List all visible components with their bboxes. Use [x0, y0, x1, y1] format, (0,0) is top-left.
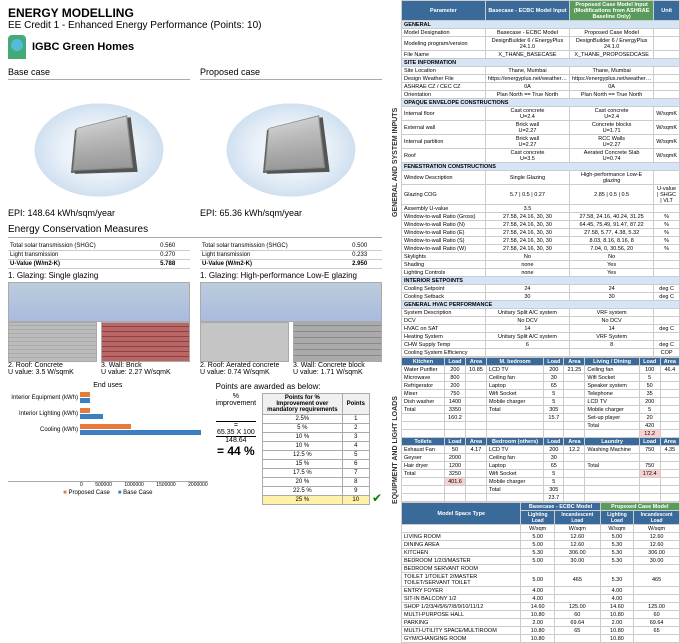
- base-glazing-table: Total solar transmission (SHGC)0.560 Lig…: [8, 242, 190, 269]
- prop-case-col: Proposed case EPI: 65.36 kWh/sqm/year: [200, 67, 382, 218]
- enduse-title: End uses: [8, 382, 208, 389]
- building-icon: [265, 115, 325, 171]
- building-icon: [73, 115, 133, 171]
- prop-glazing-table: Total solar transmission (SHGC)0.500 Lig…: [200, 242, 382, 269]
- prop-wall-u: U value: 1.71 W/sqmK: [293, 369, 382, 376]
- brick-swatch: [101, 322, 190, 362]
- legend-base: Base Case: [118, 490, 153, 496]
- prop-dome-render: [200, 84, 382, 204]
- points-area: Points are awarded as below: % improveme…: [216, 382, 382, 505]
- concrete-swatch: [8, 322, 97, 362]
- base-case-title: Base case: [8, 67, 190, 80]
- page-title: ENERGY MODELLING: [8, 6, 382, 20]
- improvement-calc: % improvement = 65.35 X 100 148.64 = 44 …: [216, 393, 256, 505]
- enduse-chart: End uses Interior Equipment (kWh)Interio…: [8, 382, 208, 505]
- base-dome-render: [8, 84, 190, 204]
- glass-swatch: [200, 282, 382, 322]
- side-label-top: GENERAL AND SYSTEM INPUTS: [390, 0, 401, 325]
- points-title: Points are awarded as below:: [216, 382, 382, 391]
- base-case-col: Base case EPI: 148.64 kWh/sqm/year: [8, 67, 190, 218]
- aerated-swatch: [200, 322, 289, 362]
- prop-roof-u: U value: 0.74 W/sqmK: [200, 369, 289, 376]
- prop-case-title: Proposed case: [200, 67, 382, 80]
- check-icon: ✔: [372, 491, 382, 505]
- brand-row: IGBC Green Homes: [8, 35, 382, 59]
- base-roof-label: 2. Roof: Concrete: [8, 362, 97, 369]
- prop-glazing-title: 1. Glazing: High-performance Low-E glazi…: [200, 271, 382, 280]
- prop-epi: EPI: 65.36 kWh/sqm/year: [200, 208, 382, 218]
- points-table: Points for % Improvement over mandatory …: [262, 393, 370, 505]
- base-wall-u: U value: 2.27 W/sqmK: [101, 369, 190, 376]
- lighting-table: Model Space TypeBasecase - ECBC ModelPro…: [401, 502, 680, 643]
- legend-proposed: Proposed Case: [63, 490, 110, 496]
- equipment-table: KitchenLoadAreaM. bedroomLoadAreaLiving …: [401, 357, 680, 502]
- subtitle: EE Credit 1 - Enhanced Energy Performanc…: [8, 20, 382, 31]
- prop-wall-label: 3. Wall: Concrete block: [293, 362, 382, 369]
- left-panel: ENERGY MODELLING EE Credit 1 - Enhanced …: [0, 0, 390, 576]
- right-panel: GENERAL AND SYSTEM INPUTS EQUIPMENT AND …: [390, 0, 680, 576]
- base-glazing-title: 1. Glazing: Single glazing: [8, 271, 190, 280]
- base-wall-label: 3. Wall: Brick: [101, 362, 190, 369]
- general-inputs-table: ParameterBasecase - ECBC Model InputProp…: [401, 0, 680, 357]
- prop-roof-label: 2. Roof: Aerated concrete: [200, 362, 289, 369]
- base-epi: EPI: 148.64 kWh/sqm/year: [8, 208, 190, 218]
- glass-swatch: [8, 282, 190, 322]
- brand-label: IGBC Green Homes: [32, 41, 134, 53]
- side-label-bot: EQUIPMENT AND LIGHT LOADS: [390, 325, 401, 576]
- base-roof-u: U value: 3.5 W/sqmK: [8, 369, 97, 376]
- block-swatch: [293, 322, 382, 362]
- ecm-title: Energy Conservation Measures: [8, 224, 382, 238]
- igbc-logo-icon: [8, 35, 26, 59]
